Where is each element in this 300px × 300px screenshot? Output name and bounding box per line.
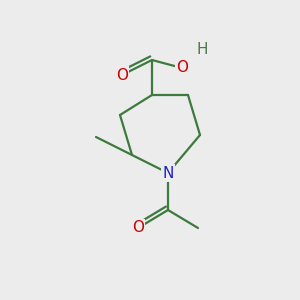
Text: O: O	[116, 68, 128, 82]
Text: O: O	[132, 220, 144, 236]
Text: N: N	[162, 166, 174, 181]
Text: H: H	[196, 43, 208, 58]
Text: O: O	[176, 61, 188, 76]
